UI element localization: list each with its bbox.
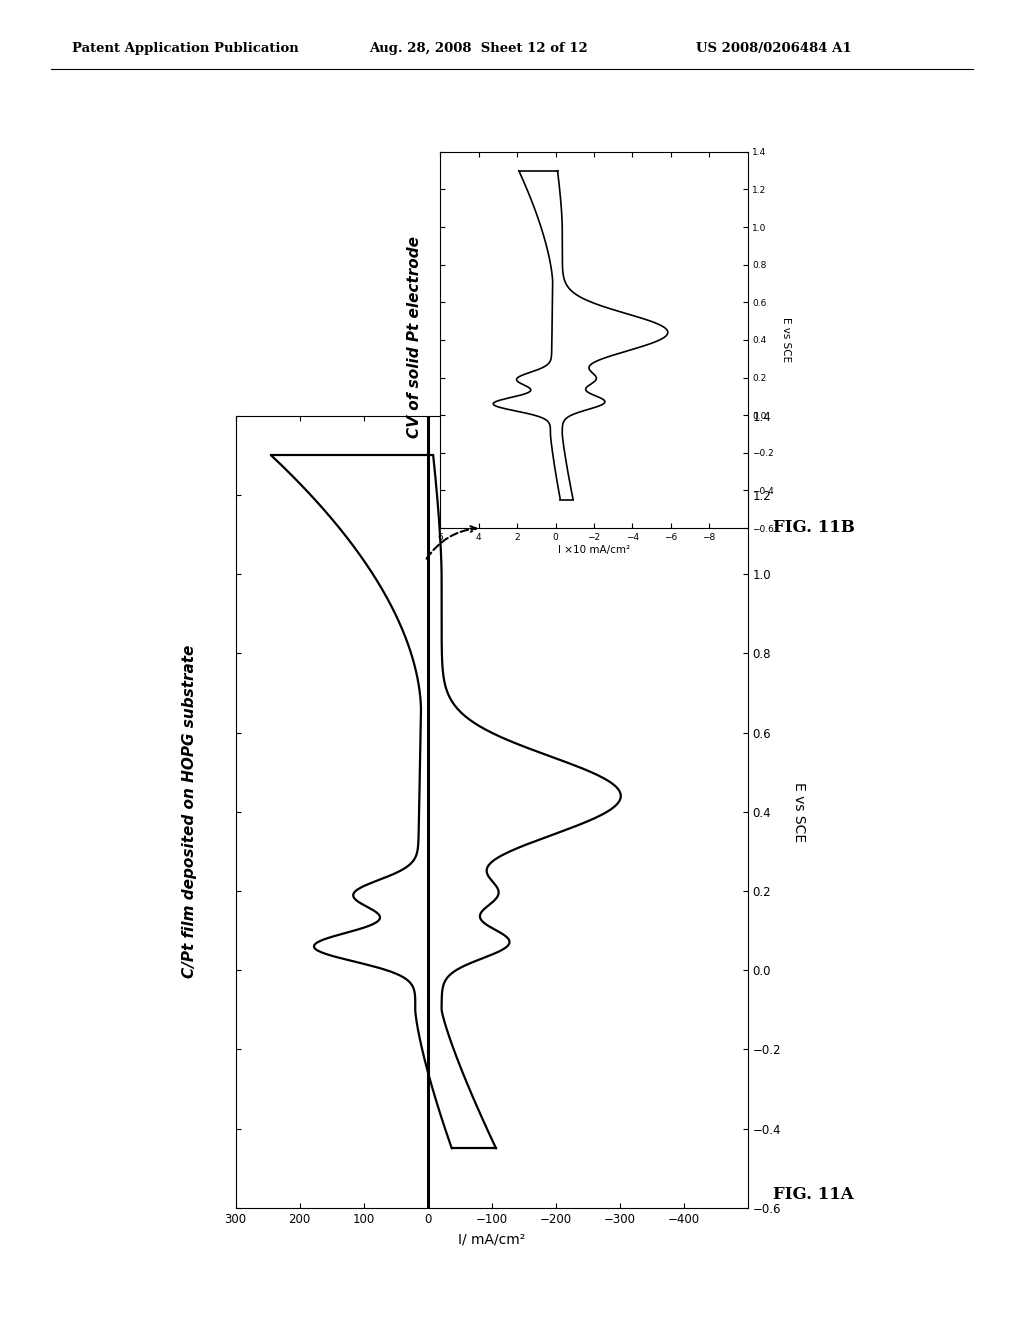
X-axis label: I ×10 mA/cm²: I ×10 mA/cm²	[558, 545, 630, 554]
Text: CV of solid Pt electrode: CV of solid Pt electrode	[408, 235, 422, 438]
Text: Aug. 28, 2008  Sheet 12 of 12: Aug. 28, 2008 Sheet 12 of 12	[369, 42, 588, 55]
Text: Patent Application Publication: Patent Application Publication	[72, 42, 298, 55]
Y-axis label: E vs SCE: E vs SCE	[792, 781, 806, 842]
Text: US 2008/0206484 A1: US 2008/0206484 A1	[696, 42, 852, 55]
Text: FIG. 11B: FIG. 11B	[773, 519, 855, 536]
Text: FIG. 11A: FIG. 11A	[773, 1185, 854, 1203]
Y-axis label: E vs SCE: E vs SCE	[781, 317, 792, 363]
Text: C/Pt film deposited on HOPG substrate: C/Pt film deposited on HOPG substrate	[182, 645, 197, 978]
X-axis label: I/ mA/cm²: I/ mA/cm²	[458, 1233, 525, 1246]
